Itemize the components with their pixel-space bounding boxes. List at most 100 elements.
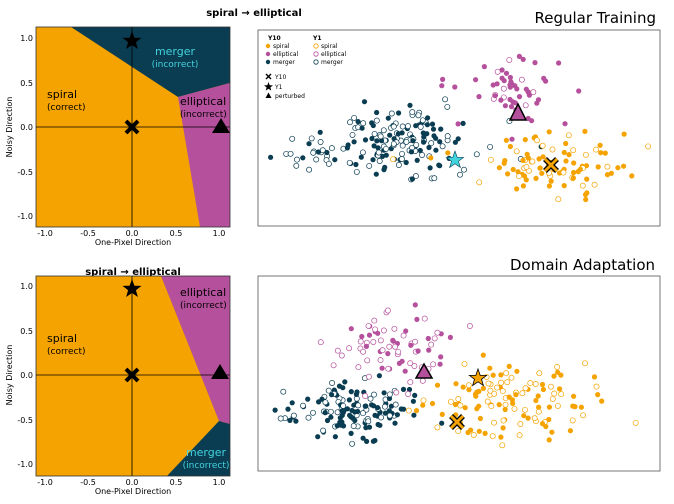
scatter-point-merger [300, 155, 306, 161]
scatter-point-merger [414, 157, 420, 163]
legend-label: spiral [273, 43, 290, 50]
y-tick: -1.0 [17, 212, 33, 221]
scatter-point-elliptical [516, 94, 523, 100]
scatter-point-elliptical [425, 335, 431, 342]
scatter-point-merger [317, 129, 323, 135]
scatter-point-elliptical [385, 365, 392, 372]
scatter-point-elliptical [494, 81, 500, 87]
x-tick: -0.5 [80, 478, 96, 487]
scatter-point-elliptical [506, 56, 513, 63]
x-axis-label: One-Pixel Direction [95, 238, 171, 247]
scatter-point-spiral [496, 402, 502, 408]
scatter-point-merger [277, 415, 284, 422]
x-tick: 0.5 [170, 229, 183, 238]
scatter-point-spiral [447, 398, 454, 405]
y-tick-labels: 1.0 0.5 0.0 -0.5 -1.0 [17, 282, 33, 469]
legend-ring-elliptical [313, 51, 319, 57]
scatter-point-spiral [582, 128, 588, 134]
scatter-point-spiral [566, 152, 572, 158]
scatter-point-spiral [539, 142, 546, 149]
scatter-point-merger [385, 115, 391, 121]
scatter-point-merger [392, 401, 399, 408]
scatter-point-merger [429, 121, 436, 127]
scatter-point-spiral [510, 166, 516, 173]
scatter-point-elliptical [384, 307, 391, 314]
scatter-point-merger [348, 389, 354, 395]
scatter-point-merger [313, 156, 320, 163]
legend-star-marker-icon [264, 82, 273, 91]
scatter-point-spiral [632, 419, 639, 426]
scatter-point-elliptical [562, 121, 568, 127]
scatter-point-spiral [577, 166, 583, 172]
scatter-point-spiral [498, 379, 505, 386]
scatter-point-spiral [508, 374, 515, 381]
region-elliptical [178, 83, 230, 227]
scatter-point-elliptical [498, 97, 504, 103]
region-label-spiral: spiral [47, 332, 77, 345]
scatter-point-merger [460, 120, 466, 126]
scatter-point-merger [374, 109, 380, 116]
scatter-point-merger [408, 149, 415, 155]
scatter-point-merger [329, 392, 335, 398]
scatter-point-merger [438, 126, 444, 132]
embedding-scatter: Y10 Y1 spiral elliptical merger spiral e… [257, 29, 661, 227]
scatter-point-spiral [520, 157, 526, 163]
scatter-point-elliptical [426, 347, 432, 353]
y-tick: 0.5 [20, 327, 33, 336]
scatter-point-spiral [582, 151, 589, 158]
scatter-points [272, 302, 639, 449]
scatter-point-elliptical [576, 88, 582, 94]
scatter-point-merger [399, 150, 405, 157]
scatter-point-elliptical [355, 364, 362, 371]
scatter-point-merger [473, 151, 480, 158]
scatter-point-merger [347, 412, 353, 418]
scatter-point-spiral [519, 390, 526, 397]
scatter-point-elliptical [509, 136, 515, 142]
scatter-point-elliptical [396, 360, 402, 366]
boundary-markers [122, 31, 230, 135]
embedding-scatter [257, 275, 661, 472]
y-tick: 1.0 [20, 34, 33, 43]
scatter-point-merger [373, 171, 379, 177]
scatter-point-elliptical [415, 348, 421, 354]
scatter-point-merger [325, 387, 332, 394]
scatter-point-merger [287, 417, 293, 423]
scatter-point-merger [355, 408, 361, 415]
panel-title: Domain Adaptation [510, 256, 655, 274]
scatter-point-merger [287, 150, 294, 157]
scatter-point-spiral [461, 360, 468, 367]
legend-label: elliptical [321, 51, 346, 58]
scatter-point-spiral [536, 370, 543, 377]
scatter-point-merger [300, 402, 306, 409]
scatter-point-spiral [558, 372, 564, 378]
scatter-point-spiral [434, 382, 441, 388]
x-tick: 1.0 [213, 478, 226, 487]
legend-label: merger [321, 59, 343, 66]
scatter-point-spiral [445, 150, 451, 156]
plot-frame [35, 275, 231, 477]
scatter-point-spiral [540, 386, 547, 393]
scatter-point-merger [444, 133, 451, 140]
scatter-point-merger [361, 99, 368, 105]
scatter-point-merger [399, 130, 405, 136]
scatter-point-elliptical [473, 77, 479, 83]
scatter-point-merger [421, 139, 427, 145]
scatter-point-merger [386, 412, 393, 419]
scatter-point-spiral [482, 430, 488, 436]
scatter-point-merger [369, 135, 375, 142]
region-label-merger: merger [186, 446, 227, 459]
scatter-point-spiral [645, 143, 652, 150]
plot-frame [35, 26, 231, 228]
region-label-spiral: spiral [47, 88, 77, 101]
scatter-point-merger [424, 131, 430, 137]
scatter-point-merger [371, 130, 378, 137]
scatter-point-merger [412, 173, 419, 180]
legend-label: spiral [321, 43, 338, 50]
scatter-point-elliptical [385, 351, 391, 357]
scatter-point-merger [413, 141, 420, 148]
scatter-point-spiral [565, 132, 572, 139]
scatter-point-spiral [498, 434, 504, 440]
scatter-point-spiral [570, 403, 576, 409]
scatter-point-spiral [501, 160, 507, 166]
scatter-point-spiral [420, 397, 427, 404]
